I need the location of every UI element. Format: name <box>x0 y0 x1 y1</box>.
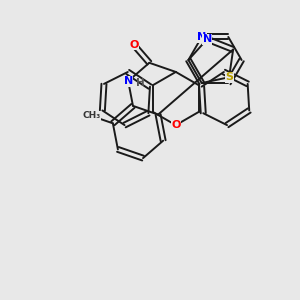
Text: O: O <box>129 40 138 50</box>
Text: S: S <box>225 72 233 82</box>
Text: H: H <box>136 78 145 88</box>
Text: N: N <box>202 34 212 44</box>
Text: N: N <box>197 32 206 42</box>
Text: N: N <box>124 76 133 86</box>
Text: O: O <box>171 120 181 130</box>
Text: CH₃: CH₃ <box>82 112 101 121</box>
